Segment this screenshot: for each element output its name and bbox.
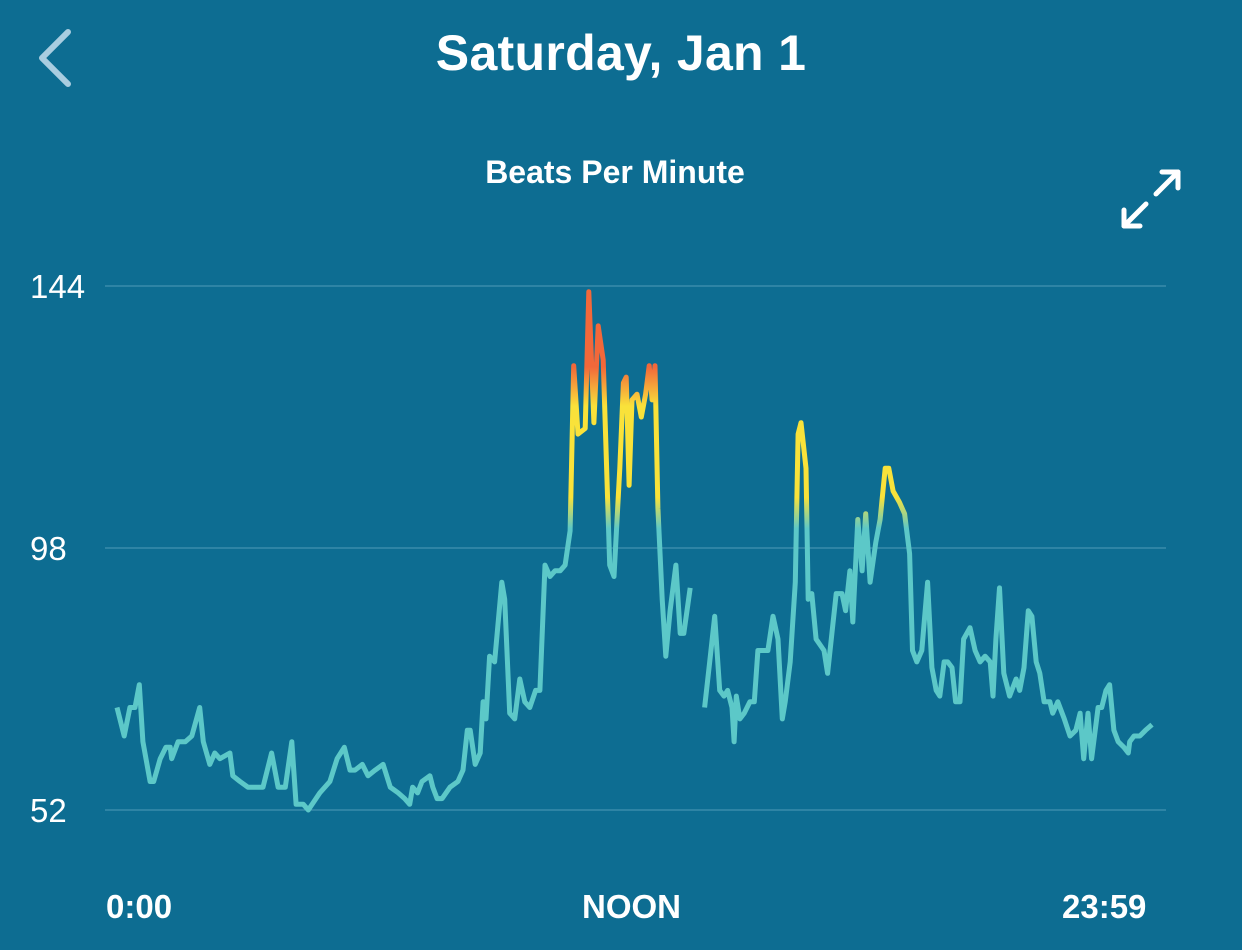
chart-title: Beats Per Minute xyxy=(485,154,745,190)
back-button[interactable] xyxy=(32,26,82,92)
x-tick-label: NOON xyxy=(582,888,681,925)
y-tick-label: 144 xyxy=(30,268,85,305)
heart-rate-line-segment xyxy=(702,420,1154,762)
y-tick-label: 52 xyxy=(30,792,67,829)
chevron-left-icon xyxy=(39,29,71,87)
page-title: Saturday, Jan 1 xyxy=(435,25,807,81)
x-tick-label: 23:59 xyxy=(1062,888,1147,925)
heart-rate-line-segment xyxy=(114,289,693,813)
expand-arrows-icon xyxy=(1121,169,1181,229)
expand-button[interactable] xyxy=(1118,166,1186,232)
y-tick-label: 98 xyxy=(30,530,67,567)
x-tick-label: 0:00 xyxy=(106,888,173,925)
